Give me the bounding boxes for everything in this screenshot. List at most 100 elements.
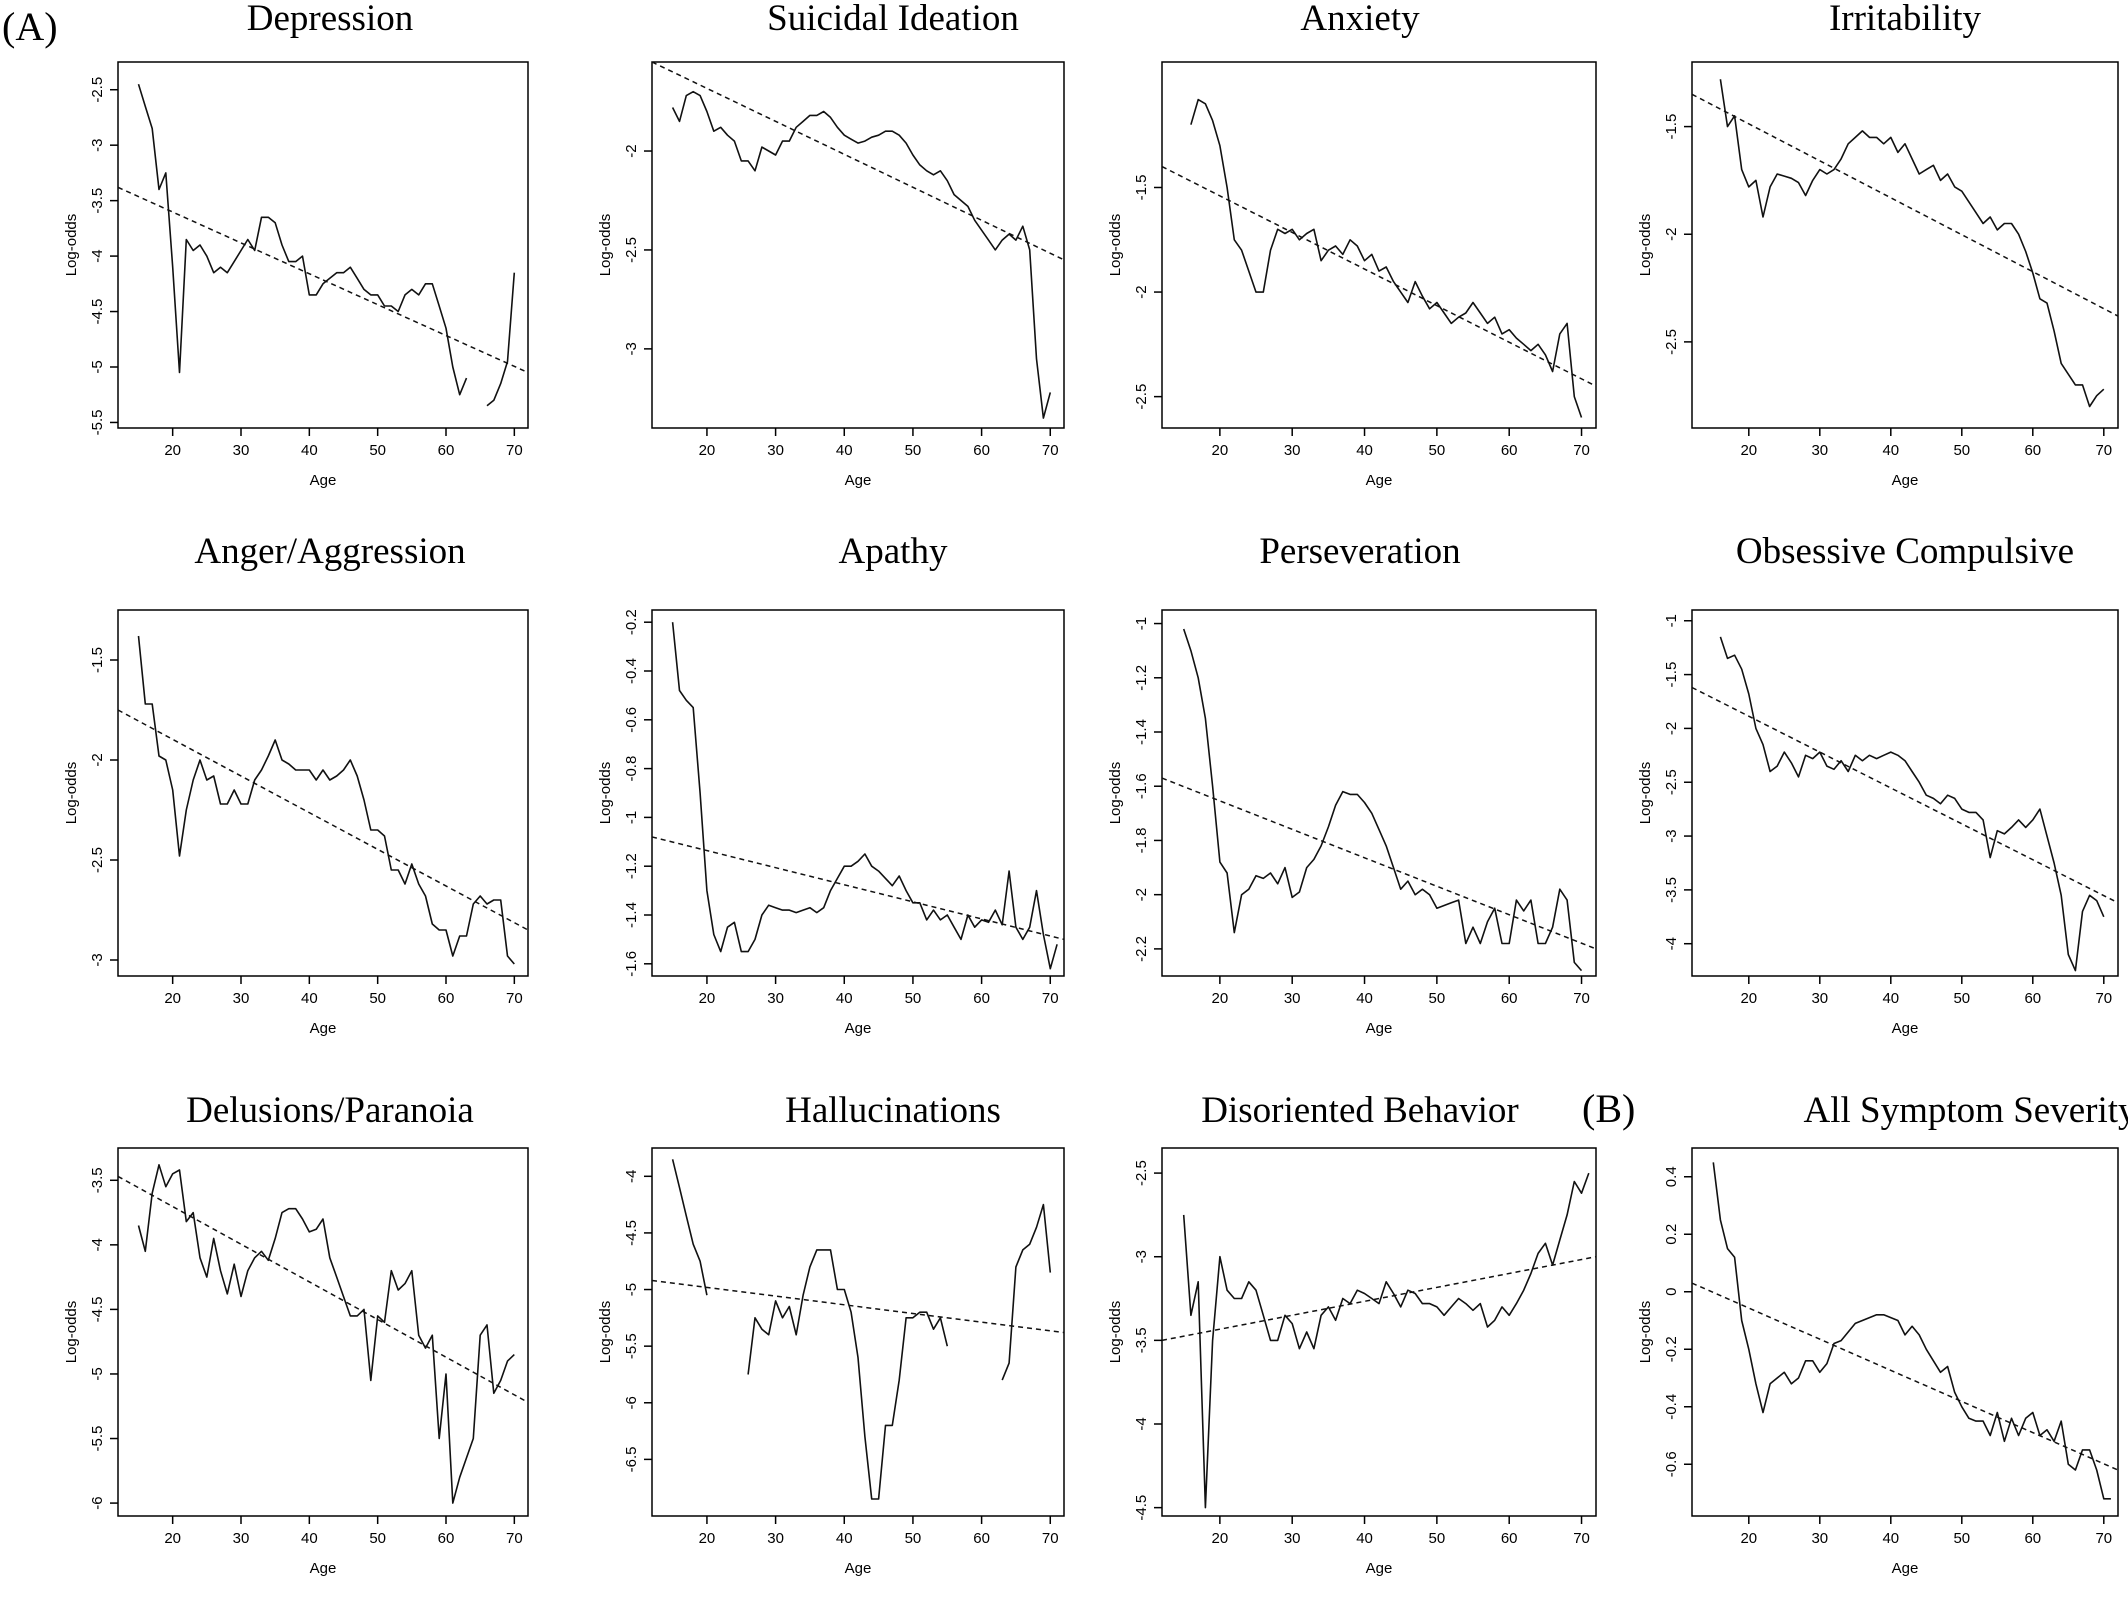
y-tick-label: -5.5	[623, 1333, 640, 1359]
y-tick-label: -1.6	[1133, 773, 1150, 799]
y-tick-label: -2.5	[1133, 384, 1150, 410]
series-line	[1712, 1162, 2111, 1500]
chart-title: Disoriented Behavior	[1201, 1090, 1519, 1131]
chart-panel: Depression 20 30 40 50 60 70 -2.5 -3 -3.5 -4 -4.5 -5…	[63, 0, 529, 489]
x-tick-label: 20	[1740, 1530, 1757, 1547]
x-tick-label: 60	[438, 442, 455, 459]
panel-tag-a: (A)	[2, 4, 58, 49]
trend-line	[1161, 777, 1597, 950]
x-tick-label: 60	[438, 990, 455, 1007]
x-tick-label: 20	[1740, 442, 1757, 459]
x-tick-label: 50	[1953, 442, 1970, 459]
x-axis-label: Age	[1892, 1020, 1919, 1037]
x-tick-label: 50	[369, 1530, 386, 1547]
x-tick-label: 40	[301, 990, 318, 1007]
plot-frame	[1691, 1147, 2119, 1517]
trend-line	[1691, 93, 2119, 317]
x-tick-label: 60	[2024, 1530, 2041, 1547]
x-tick-label: 70	[2095, 1530, 2112, 1547]
x-tick-label: 40	[1882, 990, 1899, 1007]
trend-line	[651, 836, 1065, 941]
chart-title: Delusions/Paranoia	[186, 1090, 474, 1131]
y-tick-label: -1.5	[1663, 114, 1680, 140]
y-tick-label: -6.5	[623, 1446, 640, 1472]
x-tick-label: 60	[1501, 442, 1518, 459]
y-tick-label: -2.5	[89, 847, 106, 873]
chart-title: Irritability	[1829, 0, 1982, 39]
x-axis-label: Age	[845, 1020, 872, 1037]
plot-frame	[1691, 609, 2119, 977]
chart-title: Anxiety	[1300, 0, 1420, 39]
x-tick-label: 50	[1429, 442, 1446, 459]
y-axis-label: Log-odds	[1107, 1301, 1124, 1364]
y-tick-label: -1.5	[1133, 175, 1150, 201]
series-line	[1719, 636, 2105, 972]
x-tick-label: 70	[506, 1530, 523, 1547]
x-tick-label: 30	[767, 990, 784, 1007]
y-tick-label: -0.2	[1663, 1336, 1680, 1362]
x-tick-label: 20	[164, 1530, 181, 1547]
y-tick-label: -4	[89, 249, 106, 262]
x-tick-label: 50	[1429, 990, 1446, 1007]
y-tick-label: -0.2	[623, 609, 640, 635]
x-tick-label: 50	[905, 1530, 922, 1547]
x-tick-label: 20	[164, 990, 181, 1007]
y-tick-label: -3	[89, 953, 106, 966]
plot-frame	[117, 1147, 529, 1517]
panel-tag-b: (B)	[1582, 1086, 1635, 1131]
x-tick-label: 20	[699, 990, 716, 1007]
y-tick-label: -2.2	[1133, 936, 1150, 962]
chart-title: Perseveration	[1259, 531, 1460, 572]
chart-panel: Apathy 20 30 40 50 60 70 -0.2 -0.4 -0.6 -0.8 -1 -1.2…	[597, 531, 1065, 1037]
plot-frame	[651, 1147, 1065, 1517]
y-tick-label: -2	[623, 144, 640, 157]
y-tick-label: -5	[89, 360, 106, 373]
x-tick-label: 70	[1573, 442, 1590, 459]
y-axis-label: Log-odds	[63, 762, 80, 825]
y-tick-label: -1.2	[623, 853, 640, 879]
chart-panel: Hallucinations 20 30 40 50 60 70 -4 -4.5 -5 -5.5 -6…	[597, 1090, 1065, 1577]
y-tick-label: -1.2	[1133, 665, 1150, 691]
x-tick-label: 30	[767, 1530, 784, 1547]
chart-panel: Disoriented Behavior 20 30 40 50 60 70 -2.5 -3 -3…	[1107, 1090, 1597, 1577]
x-tick-label: 20	[699, 442, 716, 459]
chart-panel: Obsessive Compulsive 20 30 40 50 60 70 -1 -1.5 -2…	[1637, 531, 2119, 1037]
y-tick-label: -0.8	[623, 756, 640, 782]
y-tick-label: -5	[623, 1283, 640, 1296]
x-tick-label: 40	[836, 990, 853, 1007]
chart-title: Suicidal Ideation	[767, 0, 1019, 39]
chart-panel: All Symptom Severity 20 30 40 50 60 70 0.4 0.2 0 -…	[1637, 1090, 2128, 1577]
plot-frame	[117, 609, 529, 977]
y-tick-label: -4.5	[623, 1220, 640, 1246]
y-tick-label: -0.4	[1663, 1394, 1680, 1420]
chart-panel: Irritability 20 30 40 50 60 70 -1.5 -2 -2.5 Age Log…	[1637, 0, 2119, 489]
y-tick-label: -2	[1663, 722, 1680, 735]
trend-line	[1161, 1255, 1597, 1342]
series-line	[1190, 98, 1583, 418]
chart-title: Depression	[247, 0, 413, 39]
y-tick-label: 0	[1663, 1288, 1680, 1296]
chart-title: Obsessive Compulsive	[1736, 531, 2074, 572]
y-tick-label: 0.2	[1663, 1224, 1680, 1245]
y-tick-label: -1.4	[623, 902, 640, 928]
trend-line	[117, 186, 529, 374]
series-line	[137, 635, 515, 965]
chart-panel: Anger/Aggression 20 30 40 50 60 70 -1.5 -2 -2.5 -3…	[63, 531, 529, 1037]
x-tick-label: 40	[836, 1530, 853, 1547]
x-axis-label: Age	[1892, 472, 1919, 489]
trend-line	[1691, 686, 2119, 904]
chart-title: Anger/Aggression	[194, 531, 465, 572]
x-tick-label: 30	[1811, 1530, 1828, 1547]
trend-line	[1161, 165, 1597, 387]
x-tick-label: 30	[767, 442, 784, 459]
x-axis-label: Age	[1366, 1560, 1393, 1577]
y-tick-label: -3.5	[1663, 877, 1680, 903]
x-tick-label: 20	[1740, 990, 1757, 1007]
x-tick-label: 30	[1284, 1530, 1301, 1547]
x-tick-label: 50	[1429, 1530, 1446, 1547]
y-tick-label: -3	[1133, 1250, 1150, 1263]
y-tick-label: -4	[1663, 937, 1680, 950]
charts-grid: Depression 20 30 40 50 60 70 -2.5 -3 -3.5 -4 -4.5 -5…	[63, 0, 2128, 1577]
chart-panel: Anxiety 20 30 40 50 60 70 -1.5 -2 -2.5 Age Log-odds	[1107, 0, 1597, 489]
x-tick-label: 60	[438, 1530, 455, 1547]
